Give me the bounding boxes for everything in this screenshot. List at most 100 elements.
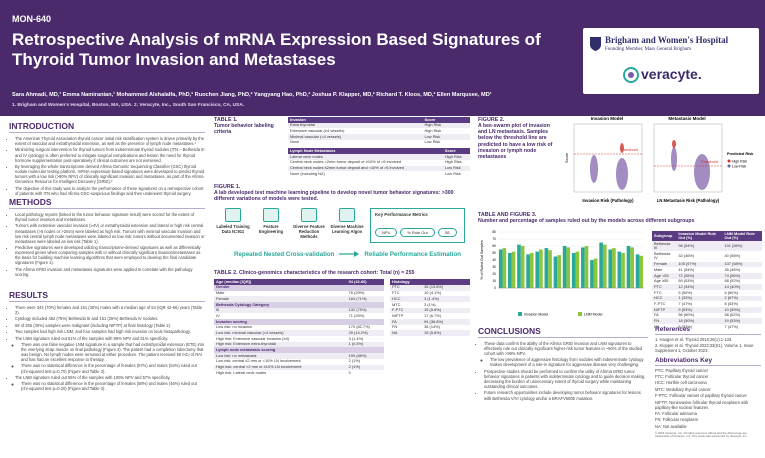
table-row: PTC 12 (34%) 14 (40%) <box>652 284 762 290</box>
bar <box>526 254 530 288</box>
plot-title: Invasion Model <box>591 116 624 121</box>
table2: TABLE 2. Clinico-genomics characteristic… <box>214 270 470 376</box>
table-row: None Low Risk <box>288 140 470 146</box>
list-text: The LNM signature ruled out 55% of the s… <box>15 374 171 380</box>
bar <box>520 246 525 288</box>
header-cell: Lymph Node Metastases <box>288 148 443 155</box>
arrow <box>339 251 360 258</box>
cell: 0 <box>348 369 351 375</box>
cell: FN <box>652 318 677 325</box>
cell: 2 (67%) <box>722 296 762 302</box>
cell: NA <box>390 330 423 337</box>
validation-label: Reliable Performance Estimation <box>364 250 462 258</box>
validation-label: Repeated Nested Cross-validation <box>234 250 335 258</box>
y-tick-label: 0 <box>494 286 496 290</box>
list-item: FN: Follicular neoplasm <box>655 417 698 423</box>
table-row: Minimal vascular (<4 vessels) Low Risk <box>288 134 470 140</box>
legend-swatch <box>727 159 731 163</box>
sub-item: There was no statistical difference in t… <box>21 363 205 373</box>
threshold-label: Threshold <box>620 147 638 152</box>
bar <box>544 248 549 288</box>
table-row: MTC 3 (1%) <box>390 302 470 308</box>
cell: F-PTC <box>390 308 423 314</box>
cell: NA <box>654 323 660 329</box>
table-row: FA 94 (36.8%) <box>390 319 470 325</box>
table-row: HCC 3 (1.4%) <box>390 296 470 302</box>
legend-label: Invasion Model <box>524 313 548 317</box>
pipeline-step: Diverse Feature Reduction Methods <box>290 208 328 239</box>
cell: High risk: Extensive vascular invasion (… <box>216 335 290 341</box>
bar <box>575 251 580 288</box>
cell: Age <55 <box>652 273 677 279</box>
cell: High Risk <box>424 127 442 133</box>
table-row: Age ≥55 69 (53%) 68 (52%) <box>652 279 762 285</box>
cell: 1 (33%) <box>676 296 723 302</box>
cell: Bethesda III <box>652 241 677 252</box>
header-row: Histology <box>390 279 470 285</box>
section-title: CONCLUSIONS <box>478 326 648 338</box>
poster-code: MON-640 <box>12 14 52 24</box>
cell: High Risk <box>442 154 470 160</box>
table-row: Extensive vascular (≥4 vessels) High Risk <box>288 128 470 134</box>
methods: METHODS Local pathology reports (linked … <box>9 197 205 278</box>
cell: Male <box>216 290 225 296</box>
bar <box>602 244 607 288</box>
header-cell: LNM Model Rule Out (%) <box>722 231 762 242</box>
list-item: MTC: Medullary thyroid cancer <box>655 386 711 392</box>
cell: 105 (57%) <box>676 262 723 268</box>
bullet-list: These data confirm the ability of the Af… <box>478 341 648 401</box>
table: Histology PTC 35 (13.8%) FTC 10 (4.1%) HCC 3 (… <box>390 279 470 337</box>
table-row: Lateral neck nodes High Risk <box>288 154 470 160</box>
cell: Bethesda IV <box>654 250 671 261</box>
table-row: F-PTC 7 (47%) 8 (53%) <box>652 301 762 307</box>
caption: A bee-swarm plot of invasion and LN meta… <box>478 123 553 161</box>
metric: % Rule Out <box>400 228 435 238</box>
cell: FA <box>654 312 659 318</box>
label: TABLE 1. <box>214 117 238 123</box>
bar <box>557 255 561 288</box>
table-row: Female 184 (71%) <box>214 296 384 302</box>
y-tick-label: 70 <box>492 237 496 241</box>
cell: Female <box>652 262 677 268</box>
cell: Male <box>654 266 663 272</box>
cell: 33 (46%) <box>678 253 695 259</box>
cell: 3 (1.4%) <box>348 335 364 341</box>
bar <box>626 246 631 288</box>
y-axis-title: Score <box>565 153 569 163</box>
figure3-caption: TABLE AND FIGURE 3. Number and percentag… <box>478 212 762 224</box>
cell: HCC <box>390 296 423 302</box>
label: TABLE 2. <box>214 270 238 276</box>
y-tick-label: 20 <box>492 272 496 276</box>
cell: High Risk <box>422 123 470 129</box>
header-cell: Score <box>422 117 470 123</box>
table-row: Bethesda III 98 (54%) 101 (56%) <box>652 241 762 252</box>
results: RESULTS There were 344 (70%) females and… <box>9 290 205 392</box>
list-item: 1. Haugen et al. Thyroid 2016;26(1):1-13… <box>655 337 733 342</box>
table-row: Central neck nodes >2mm tumor deposit or… <box>288 160 470 166</box>
section-title: References <box>655 326 761 335</box>
cell: 41 (54%) <box>678 266 695 272</box>
table-row: Low risk: no metastasis 199 (88%) <box>214 353 384 359</box>
cell: Central neck nodes >2mm tumor deposit or… <box>290 159 401 165</box>
table-row: Invasion scoring <box>214 319 384 325</box>
plot-frame <box>653 123 723 193</box>
cell: Female <box>214 296 347 302</box>
cell: FA <box>390 319 423 325</box>
cell: 58 (62%) <box>724 312 741 318</box>
table-row: FN 18 (50%) 19 (53%) <box>652 318 762 325</box>
table-row: High risk: Extensive vascular invasion (… <box>214 336 384 342</box>
list-item: These data confirm the ability of the Af… <box>484 341 648 367</box>
table-row: Female 105 (57%) 107 (58%) <box>652 262 762 268</box>
poster-title: Retrospective Analysis of mRNA Expressio… <box>12 30 541 69</box>
bar <box>508 253 512 288</box>
y-tick-label: 10 <box>492 279 496 283</box>
violin <box>672 140 676 148</box>
cell: 29 (14.2%) <box>346 330 384 337</box>
cell: IV <box>216 312 220 318</box>
list-item: The LNM signature ruled out 51% of the s… <box>15 336 205 374</box>
cell: 17 (6.7%) <box>424 312 441 318</box>
abbreviation-list: PTC: Papillary thyroid cancer FTC: Follic… <box>655 368 761 429</box>
cell: Extra thyroidal <box>288 123 423 129</box>
cell: 98 (54%) <box>676 241 723 252</box>
